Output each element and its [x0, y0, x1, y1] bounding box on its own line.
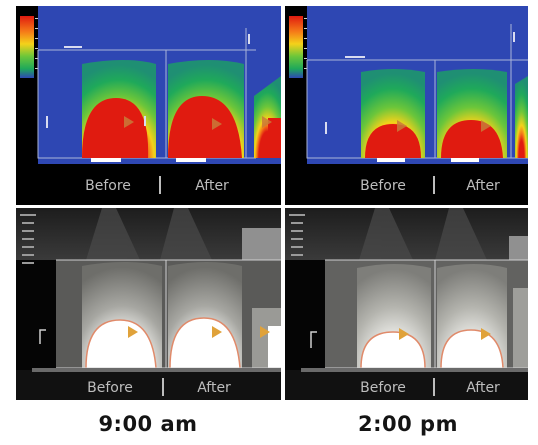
light-wedges	[124, 116, 272, 130]
annotations	[325, 32, 515, 134]
ceiling-rays	[86, 208, 212, 260]
color-panel-morning: Before After	[16, 6, 281, 205]
floor-light-after	[451, 158, 479, 162]
color-panel-afternoon: Before After	[285, 6, 528, 205]
legend-ticks	[304, 18, 307, 69]
legend-lines	[20, 214, 36, 264]
floor	[301, 368, 528, 372]
light-zone-before	[357, 264, 431, 369]
floor-light-before	[91, 158, 121, 162]
light-wedges	[397, 120, 491, 132]
color-scale-legend	[20, 16, 34, 78]
before-label: Before	[360, 178, 406, 194]
grayscale-panel-morning: Before After	[16, 208, 281, 400]
grayscale-panel-afternoon: Before After	[285, 208, 528, 400]
ceiling-rays	[359, 208, 487, 260]
after-label: After	[195, 178, 229, 194]
floor-light-before	[377, 158, 405, 162]
left-column	[16, 260, 56, 370]
light-zone-after	[168, 262, 242, 369]
before-label: Before	[85, 178, 131, 194]
legend-ticks	[35, 18, 38, 69]
light-wedges	[128, 326, 270, 338]
light-zone-edge	[513, 288, 528, 368]
after-label: After	[197, 380, 231, 396]
heat-zone-after	[437, 69, 507, 158]
light-zone-before	[82, 262, 162, 369]
before-label: Before	[87, 380, 133, 396]
annotation-mark	[310, 331, 317, 348]
annotations	[46, 34, 250, 128]
label-divider	[162, 378, 164, 396]
heat-zone-after	[168, 60, 244, 158]
label-divider	[159, 176, 161, 194]
ceiling-area	[16, 208, 281, 260]
legend-lines	[289, 214, 305, 256]
heat-zone-before	[82, 60, 156, 158]
floor-light-after	[176, 158, 206, 162]
after-label: After	[466, 380, 500, 396]
color-scale-legend	[289, 16, 303, 78]
light-zone-after	[437, 264, 507, 369]
left-column	[285, 260, 325, 370]
floor	[32, 368, 281, 372]
heat-zone-edge	[254, 76, 281, 158]
heat-zone-before	[361, 69, 425, 158]
window-panel	[509, 236, 528, 260]
before-label: Before	[360, 380, 406, 396]
heat-zone-edge	[515, 76, 528, 158]
annotation-mark	[39, 329, 46, 344]
after-label: After	[466, 178, 500, 194]
time-label-morning: 9:00 am	[98, 412, 198, 436]
time-label-afternoon: 2:00 pm	[358, 412, 458, 436]
light-wedges	[399, 328, 491, 340]
window-panel	[242, 228, 281, 260]
label-divider	[433, 176, 435, 194]
label-divider	[433, 378, 435, 396]
light-zone-edge	[252, 308, 281, 368]
simulation-area	[38, 6, 281, 164]
